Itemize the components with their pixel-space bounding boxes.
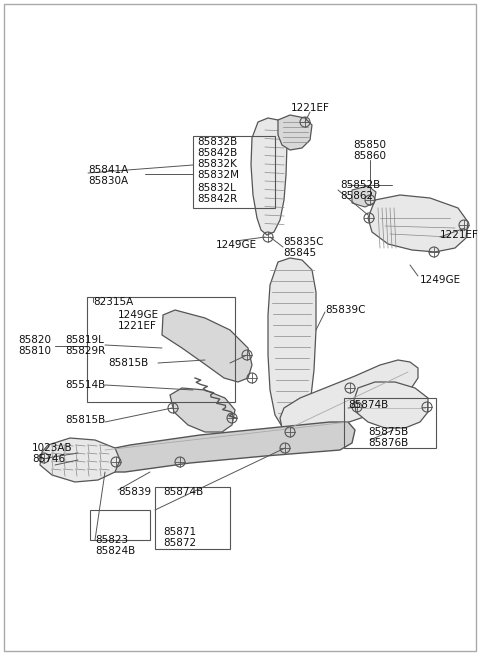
Text: 85874B: 85874B: [348, 400, 388, 410]
Text: 85842B: 85842B: [197, 148, 237, 158]
Text: 85852B: 85852B: [340, 180, 380, 190]
Text: 85514B: 85514B: [65, 380, 105, 390]
Polygon shape: [278, 115, 312, 150]
Text: 1221EF: 1221EF: [118, 321, 157, 331]
Text: 85746: 85746: [32, 454, 65, 464]
Text: 85832B: 85832B: [197, 137, 237, 147]
Polygon shape: [251, 118, 287, 235]
Text: 85832L: 85832L: [197, 183, 236, 193]
Text: 85832K: 85832K: [197, 159, 237, 169]
Bar: [155, 487, 230, 549]
Text: 1023AB: 1023AB: [32, 443, 72, 453]
Polygon shape: [162, 310, 252, 382]
Bar: [344, 398, 436, 448]
Text: 85820: 85820: [18, 335, 51, 345]
Text: 85839: 85839: [118, 487, 151, 497]
Bar: [193, 136, 275, 208]
Text: 85829R: 85829R: [65, 346, 105, 356]
Polygon shape: [280, 360, 418, 432]
Polygon shape: [368, 195, 468, 252]
Text: 85842R: 85842R: [197, 194, 237, 204]
Polygon shape: [354, 382, 428, 428]
Text: 85841A: 85841A: [88, 165, 128, 175]
Text: 85874B: 85874B: [163, 487, 203, 497]
Text: 85875B: 85875B: [368, 427, 408, 437]
Polygon shape: [268, 258, 316, 432]
Text: 85839C: 85839C: [325, 305, 365, 315]
Text: 85845: 85845: [283, 248, 316, 258]
Text: 85815B: 85815B: [108, 358, 148, 368]
Text: 1221EF: 1221EF: [290, 103, 329, 113]
Text: 1221EF: 1221EF: [440, 230, 479, 240]
Polygon shape: [100, 422, 355, 472]
Text: 1249GE: 1249GE: [216, 240, 257, 250]
Text: 85876B: 85876B: [368, 438, 408, 448]
Polygon shape: [352, 186, 376, 207]
Text: 85810: 85810: [18, 346, 51, 356]
Bar: [87, 297, 235, 402]
Text: 85832M: 85832M: [197, 170, 239, 180]
Text: 85862: 85862: [340, 191, 373, 201]
Text: 82315A: 82315A: [93, 297, 133, 307]
Text: 85860: 85860: [353, 151, 386, 161]
Text: 1249GE: 1249GE: [420, 275, 461, 285]
Text: 85830A: 85830A: [88, 176, 128, 186]
Text: 85819L: 85819L: [65, 335, 104, 345]
Polygon shape: [40, 438, 120, 482]
Text: 85824B: 85824B: [95, 546, 135, 556]
Text: 1249GE: 1249GE: [118, 310, 159, 320]
Text: 85871: 85871: [163, 527, 196, 537]
Text: 85835C: 85835C: [283, 237, 324, 247]
Text: 85850: 85850: [353, 140, 386, 150]
Bar: [90, 510, 150, 540]
Text: 85815B: 85815B: [65, 415, 105, 425]
Text: 85823: 85823: [95, 535, 128, 545]
Text: 85872: 85872: [163, 538, 196, 548]
Polygon shape: [170, 388, 235, 432]
